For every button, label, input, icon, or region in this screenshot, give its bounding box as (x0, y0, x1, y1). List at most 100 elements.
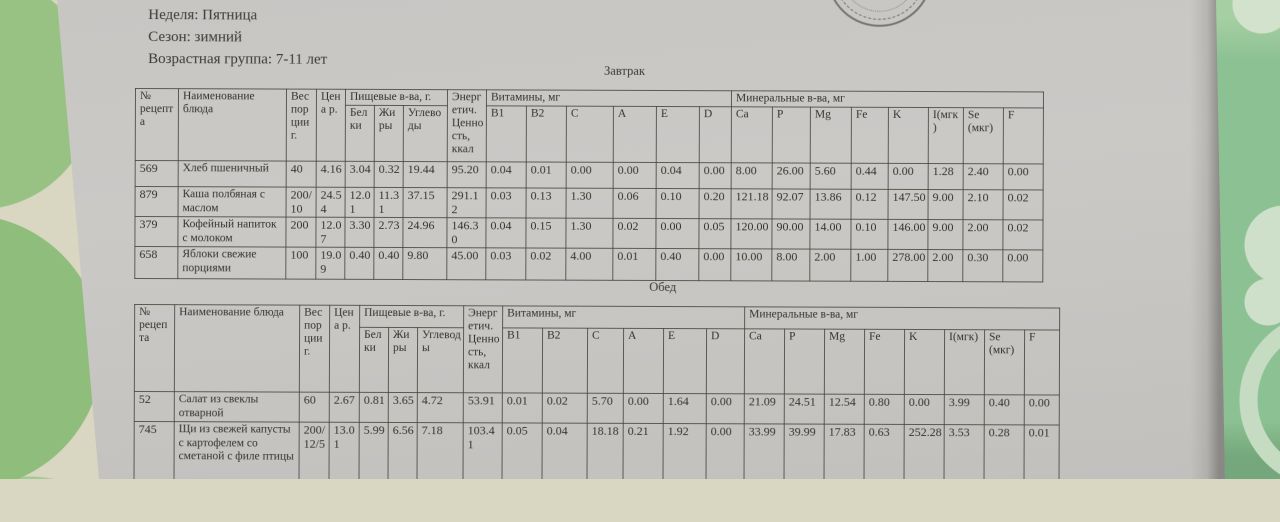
value-cell: 0.01 (502, 392, 543, 424)
dish-name-cell: Хлеб пшеничный (178, 160, 287, 188)
value-cell: 1.30 (565, 218, 614, 249)
value-cell: 0.05 (698, 218, 732, 249)
value-cell: 12.54 (824, 394, 865, 425)
value-cell: 0.04 (485, 217, 527, 248)
value-cell: 4.00 (565, 248, 613, 281)
value-cell: 0.02 (1003, 189, 1044, 220)
value-cell: 0.00 (698, 248, 731, 281)
value-cell: 13.01 (328, 422, 360, 479)
value-cell: 0.28 (983, 424, 1025, 479)
season-line: Сезон: зимний (148, 29, 243, 46)
value-cell: 3.53 (943, 424, 985, 479)
value-cell: 0.01 (612, 248, 656, 281)
value-cell: 60 (299, 392, 330, 423)
value-cell: 0.40 (344, 247, 374, 280)
value-cell: 18.18 (586, 423, 624, 479)
value-cell: 0.02 (612, 218, 657, 249)
value-cell: 0.04 (486, 161, 527, 188)
value-cell: 0.00 (1024, 394, 1060, 426)
value-cell: 8.00 (731, 162, 773, 189)
value-cell: 5.99 (358, 422, 389, 479)
value-cell: 146.00 (887, 219, 929, 250)
value-cell: 0.80 (864, 394, 905, 425)
column-header: F (1003, 107, 1044, 164)
value-cell: 0.02 (1002, 219, 1044, 250)
column-header: B2 (526, 105, 567, 163)
value-cell: 19.44 (403, 161, 448, 188)
value-cell: 9.80 (402, 247, 447, 280)
value-cell: 4.72 (417, 392, 464, 423)
value-cell: 0.00 (655, 218, 700, 249)
value-cell: 0.04 (541, 423, 588, 479)
column-header: A (623, 328, 664, 394)
value-cell: 4.16 (316, 161, 346, 188)
column-header: Энергетич. Ценность, ккал (463, 305, 503, 393)
value-cell: 0.02 (542, 393, 588, 424)
column-header: Белки (359, 327, 389, 393)
recipe-number-cell: 569 (135, 160, 179, 187)
dish-name-cell: Каша полбяная с маслом (178, 186, 287, 218)
menu-document-sheet: Неделя: Пятница Сезон: зимний Возрастная… (0, 0, 1280, 479)
value-cell: 37.15 (403, 187, 448, 218)
value-cell: 95.20 (447, 161, 487, 188)
value-cell: 2.00 (962, 219, 1004, 250)
value-cell: 24.51 (784, 393, 825, 425)
value-cell: 1.64 (663, 393, 707, 424)
column-header: Витамины, мг (502, 305, 745, 329)
value-cell: 103.41 (462, 422, 503, 479)
value-cell: 3.99 (944, 394, 985, 425)
value-cell: 1.30 (566, 188, 614, 219)
lunch-table: № рецепта Наименование блюда Вес порции г.… (133, 304, 1060, 479)
value-cell: 1.92 (662, 423, 707, 479)
value-cell: 19.09 (315, 247, 345, 280)
value-cell: 45.00 (446, 247, 486, 280)
value-cell: 0.00 (623, 393, 664, 424)
column-header: Se (мкг) (963, 107, 1004, 164)
recipe-number-cell: 745 (133, 421, 175, 479)
value-cell: 14.00 (809, 219, 852, 250)
column-header: Fe (851, 107, 889, 164)
value-cell: 2.40 (963, 163, 1004, 190)
dish-name-cell: Яблоки свежие порциями (177, 246, 286, 280)
value-cell: 0.40 (984, 394, 1025, 425)
value-cell: 10.00 (730, 248, 772, 281)
column-header: Наименование блюда (178, 88, 287, 162)
value-cell: 2.10 (963, 189, 1004, 220)
value-cell: 40 (286, 161, 317, 188)
table-row: 745 Щи из свежей капусты с картофелем со … (133, 421, 1060, 479)
value-cell: 9.00 (927, 219, 964, 250)
table-row: 658 Яблоки свежие порциями 100 19.09 0.40 0.4… (134, 246, 1043, 282)
column-header: Белки (345, 105, 375, 162)
column-header: D (699, 106, 732, 163)
column-header: Энергетич. Ценность, ккал (447, 89, 487, 162)
value-cell: 146.30 (446, 217, 487, 248)
value-cell: 0.00 (705, 423, 745, 479)
value-cell: 2.67 (329, 392, 360, 423)
column-header: E (663, 328, 707, 394)
recipe-number-cell: 658 (134, 246, 178, 279)
value-cell: 5.60 (810, 163, 852, 190)
value-cell: 33.99 (743, 423, 785, 479)
column-header: P (772, 106, 811, 164)
value-cell: 0.00 (566, 162, 614, 189)
value-cell: 2.00 (809, 249, 851, 282)
value-cell: 0.13 (526, 187, 567, 219)
value-cell: 6.56 (387, 422, 418, 479)
lunch-title: Обед (649, 279, 677, 295)
value-cell: 24.96 (402, 217, 448, 248)
value-cell: 121.18 (731, 188, 773, 219)
value-cell: 8.00 (771, 248, 810, 282)
column-header: Ca (731, 106, 773, 163)
value-cell: 0.00 (706, 393, 745, 424)
column-header: F (1024, 329, 1060, 396)
value-cell: 12.07 (315, 217, 346, 248)
column-header: Mg (810, 107, 852, 164)
value-cell: 9.00 (928, 189, 964, 220)
value-cell: 0.00 (1002, 249, 1043, 282)
value-cell: 92.07 (772, 188, 811, 220)
recipe-number-cell: 879 (135, 186, 179, 217)
value-cell: 0.20 (699, 188, 732, 219)
dish-name-cell: Кофейный напиток с молоком (177, 216, 287, 248)
value-cell: 200 (285, 217, 317, 248)
value-cell: 2.73 (373, 217, 404, 248)
